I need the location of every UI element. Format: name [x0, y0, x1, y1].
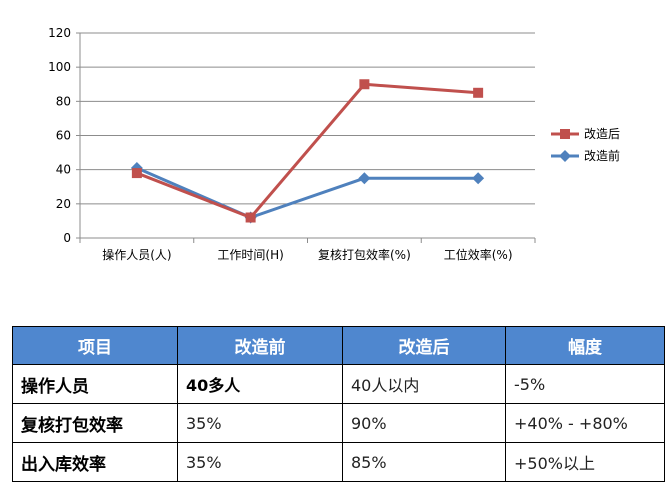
table-header-row: 项目 改造前 改造后 幅度 — [12, 326, 665, 365]
cell-change: +50%以上 — [505, 442, 665, 482]
y-tick-label: 100 — [48, 60, 71, 74]
cell-after: 85% — [342, 442, 506, 482]
data-point — [245, 212, 256, 223]
series-line — [136, 166, 479, 219]
comparison-table: 项目 改造前 改造后 幅度 操作人员 40多人 40人以内 -5% 复核打包效率… — [12, 326, 665, 482]
header-after: 改造后 — [342, 326, 506, 365]
cell-after: 40人以内 — [342, 364, 506, 404]
table-row: 出入库效率 35% 85% +50%以上 — [12, 442, 665, 482]
x-tick-label: 工位效率(%) — [444, 247, 513, 262]
legend-marker — [560, 129, 570, 139]
data-point — [359, 79, 370, 90]
x-tick-label: 复核打包效率(%) — [318, 247, 411, 262]
y-axis-ticks: 0 20 40 60 80 100 120 — [48, 26, 71, 245]
legend-label: 改造前 — [584, 148, 620, 163]
y-tick-label: 80 — [56, 94, 71, 108]
data-point — [358, 172, 371, 185]
chart-grid — [80, 32, 535, 205]
y-tick-label: 0 — [63, 231, 71, 245]
data-point — [472, 172, 485, 185]
legend-label: 改造后 — [584, 127, 620, 141]
legend-marker — [559, 150, 571, 162]
cell-before: 35% — [177, 442, 343, 482]
y-tick-label: 60 — [56, 129, 71, 143]
header-before: 改造前 — [177, 326, 343, 365]
series-line — [136, 82, 479, 219]
cell-before: 35% — [177, 403, 343, 443]
chart-series — [130, 79, 485, 224]
y-tick-label: 40 — [56, 163, 71, 177]
cell-after: 90% — [342, 403, 506, 443]
x-axis-ticks: 操作人员(人) 工作时间(H) 复核打包效率(%) 工位效率(%) — [102, 247, 512, 262]
row-label: 出入库效率 — [12, 442, 178, 482]
row-label: 操作人员 — [12, 364, 178, 404]
header-change: 幅度 — [505, 326, 665, 365]
cell-before: 40多人 — [177, 364, 343, 404]
table-row: 操作人员 40多人 40人以内 -5% — [12, 364, 665, 404]
x-tick-label: 工作时间(H) — [217, 248, 283, 262]
header-item: 项目 — [12, 326, 178, 365]
x-tick-label: 操作人员(人) — [102, 247, 171, 262]
data-point — [473, 87, 484, 98]
chart-axes — [76, 32, 536, 243]
cell-change: -5% — [505, 364, 665, 404]
y-tick-label: 20 — [56, 197, 71, 211]
data-point — [131, 168, 142, 179]
table-row: 复核打包效率 35% 90% +40% - +80% — [12, 403, 665, 443]
row-label: 复核打包效率 — [12, 403, 178, 443]
line-chart: 0 20 40 60 80 100 120 操作人员(人) 工作时间(H) 复核打包效率(%) 工… — [48, 26, 620, 262]
y-tick-label: 120 — [48, 26, 71, 40]
cell-change: +40% - +80% — [505, 403, 665, 443]
